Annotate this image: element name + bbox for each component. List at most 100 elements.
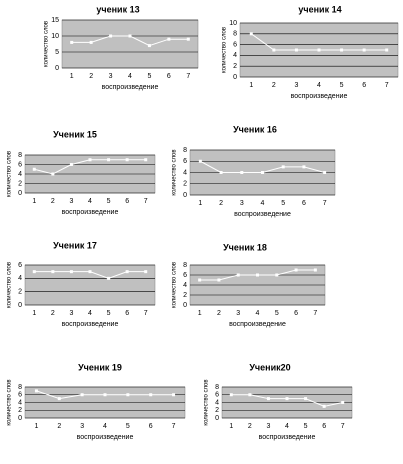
data-marker [172,393,176,397]
y-axis-label: количество слов [7,151,13,197]
y-tick-label: 0 [183,192,187,199]
data-marker [144,270,148,274]
plot-area [61,19,199,69]
x-tick-label: 6 [149,423,153,430]
data-marker [80,393,84,397]
x-tick-label: 4 [261,200,265,207]
x-tick-label: 7 [385,82,389,89]
x-tick-label: 4 [285,423,289,430]
x-tick-label: 4 [88,310,92,317]
chart-title: Ученик20 [249,362,290,372]
y-tick-label: 2 [18,289,22,296]
y-tick-label: 0 [18,302,22,309]
data-marker [322,404,326,408]
data-marker [266,397,270,401]
data-marker [125,158,129,162]
x-tick-label: 2 [51,198,55,205]
data-marker [147,44,151,48]
chart-title: Ученик 16 [233,124,277,134]
y-tick-label: 0 [215,415,219,422]
data-marker [109,34,113,38]
chart-title: Ученик 18 [223,242,267,252]
x-tick-label: 7 [172,423,176,430]
y-tick-label: 6 [215,392,219,399]
x-tick-label: 6 [167,73,171,80]
data-marker [248,393,252,397]
x-tick-label: 4 [317,82,321,89]
x-tick-label: 7 [186,73,190,80]
x-tick-label: 4 [256,310,260,317]
x-tick-label: 3 [266,423,270,430]
data-marker [385,48,389,52]
data-marker [107,276,111,280]
data-marker [32,270,36,274]
x-tick-label: 7 [313,310,317,317]
y-tick-label: 4 [183,282,187,289]
data-marker [69,270,73,274]
data-marker [236,273,240,277]
x-tick-label: 7 [341,423,345,430]
data-marker [217,278,221,282]
x-tick-label: 1 [32,310,36,317]
data-marker [103,393,107,397]
data-marker [249,32,253,36]
data-marker [341,401,345,404]
data-marker [302,165,306,169]
data-marker [219,171,223,174]
y-tick-label: 0 [233,74,237,81]
y-tick-label: 4 [233,52,237,59]
x-tick-label: 7 [144,198,148,205]
y-tick-label: 8 [183,262,187,269]
y-tick-label: 6 [183,272,187,279]
x-tick-label: 3 [69,198,73,205]
x-axis-label: воспроизведение [229,321,286,328]
data-marker [272,48,276,52]
y-tick-label: 2 [183,181,187,188]
x-tick-label: 6 [125,310,129,317]
data-marker [34,389,38,393]
x-tick-label: 3 [240,200,244,207]
x-tick-label: 2 [51,310,55,317]
data-marker [126,393,130,397]
data-marker [229,393,233,397]
x-tick-label: 5 [304,423,308,430]
y-axis-label: количество слов [204,379,210,425]
data-marker [167,37,171,41]
x-tick-label: 1 [70,73,74,80]
y-tick-label: 6 [183,158,187,165]
y-tick-label: 4 [183,169,187,176]
y-tick-label: 6 [18,262,22,269]
y-axis-label: количество слов [222,27,228,73]
y-tick-label: 6 [18,161,22,168]
chart-title: ученик 13 [96,4,139,14]
x-axis-label: воспроизведение [62,209,119,216]
x-tick-label: 3 [294,82,298,89]
y-tick-label: 8 [233,31,237,38]
y-tick-label: 2 [215,407,219,414]
x-axis-label: воспроизведение [62,321,119,328]
x-axis-label: воспроизведение [77,434,134,441]
x-tick-label: 1 [34,423,38,430]
x-tick-label: 2 [219,200,223,207]
data-marker [323,171,327,174]
x-tick-label: 1 [229,423,233,430]
chart-title: Ученик 17 [53,240,97,250]
data-marker [69,163,73,166]
y-tick-label: 0 [18,415,22,422]
y-tick-label: 8 [18,152,22,159]
y-tick-label: 0 [55,65,59,72]
y-tick-label: 2 [18,407,22,414]
x-tick-label: 5 [126,423,130,430]
data-marker [240,171,244,174]
x-tick-label: 4 [128,73,132,80]
x-tick-label: 6 [302,200,306,207]
x-tick-label: 2 [89,73,93,80]
chart-title: Ученик 19 [78,362,122,372]
data-marker [294,48,298,52]
x-tick-label: 4 [103,423,107,430]
x-tick-label: 4 [88,198,92,205]
data-marker [256,273,259,277]
data-marker [198,278,202,282]
data-marker [261,171,264,174]
x-tick-label: 2 [217,310,221,317]
